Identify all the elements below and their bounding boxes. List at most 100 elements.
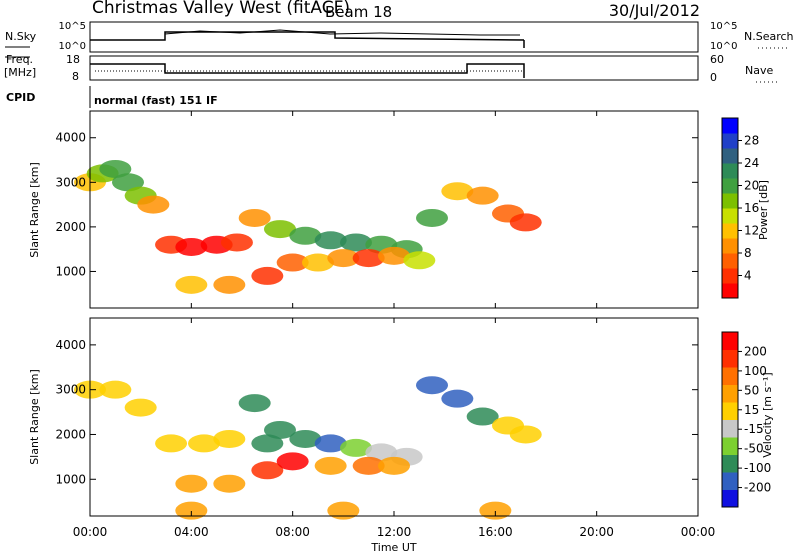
velocity-colorbar-swatch-3 — [722, 437, 738, 455]
velocity-cell-27 — [327, 501, 360, 520]
velocity-cell-6 — [238, 394, 271, 413]
nsky-frame — [89, 21, 699, 53]
power-colorbar-tick-label-3: 16 — [744, 201, 759, 215]
nsky-tick-bottom-right: 10^0 — [710, 41, 737, 52]
power-colorbar-swatch-8 — [722, 163, 738, 179]
nsearch-trace — [164, 29, 520, 36]
xtick-label-3: 12:00 — [377, 525, 412, 539]
velocity-cell-3 — [155, 434, 188, 453]
velocity-colorbar-swatch-6 — [722, 384, 738, 403]
velocity-colorbar-tick-label-3: 15 — [744, 403, 759, 417]
velocity-colorbar-swatch-7 — [722, 367, 738, 385]
velocity-colorbar-swatch-2 — [722, 454, 738, 473]
power-colorbar-swatch-9 — [722, 148, 738, 164]
power-cell-2 — [99, 159, 132, 178]
power-colorbar-tick-label-2: 20 — [744, 179, 759, 193]
nsky-panel: N.Sky 10^5 10^0 10^5 10^0 N.Search — [5, 21, 794, 53]
velocity-cell-5 — [213, 429, 246, 448]
velocity-cell-22 — [276, 452, 309, 471]
xlabel: Time UT — [370, 541, 416, 554]
power-colorbar-tick-label-4: 12 — [744, 224, 759, 238]
power-cell-11 — [264, 220, 296, 239]
freq-label-2: [MHz] — [4, 66, 36, 79]
velocity-cell-18 — [509, 425, 542, 444]
velocity-colorbar-tick-label-5: -50 — [744, 442, 764, 456]
velocity-cell-20 — [213, 474, 246, 493]
power-colorbar-tick-label-6: 4 — [744, 269, 752, 283]
velocity-colorbar-swatch-9 — [722, 332, 738, 350]
beam-title: Beam 18 — [325, 3, 392, 21]
velocity-colorbar-tick-label-1: 100 — [744, 364, 767, 378]
ytick-label-1-1: 2000 — [55, 427, 86, 441]
velocity-cell-19 — [175, 474, 208, 493]
cpid-value: normal (fast) 151 IF — [94, 94, 218, 107]
velocity-cell-1 — [99, 380, 132, 399]
ytick-label-0-3: 4000 — [55, 131, 86, 145]
velocity-colorbar-swatch-4 — [722, 419, 738, 438]
velocity-heatmap-cells — [74, 376, 542, 520]
nsky-tick-top-right: 10^5 — [710, 21, 737, 32]
velocity-colorbar-frame — [721, 331, 739, 508]
velocity-cell-14 — [416, 376, 448, 395]
velocity-cell-9 — [289, 429, 322, 448]
velocity-ylabel: Slant Range [km] — [28, 369, 41, 465]
power-cell-3 — [112, 173, 144, 192]
nsearch-label: N.Search — [744, 30, 794, 43]
power-cell-5 — [137, 195, 170, 214]
velocity-cell-11 — [340, 438, 372, 457]
ytick-label-1-2: 3000 — [55, 383, 86, 397]
power-cell-10 — [238, 208, 271, 227]
power-colorbar-swatch-5 — [722, 208, 738, 224]
velocity-colorbar-swatch-1 — [722, 472, 738, 490]
nsky-label: N.Sky — [5, 30, 37, 43]
nave-tick-bottom: 0 — [710, 71, 717, 84]
ytick-label-0-1: 2000 — [55, 220, 86, 234]
cpid-label: CPID — [6, 91, 35, 104]
velocity-cell-8 — [264, 420, 296, 439]
date-title: 30/Jul/2012 — [609, 1, 700, 20]
power-colorbar-tick-label-1: 24 — [744, 156, 759, 170]
ytick-label-1-3: 4000 — [55, 338, 86, 352]
freq-panel: Freq. [MHz] 18 8 60 0 Nave — [4, 53, 780, 84]
power-colorbar-tick-label-0: 28 — [744, 134, 759, 148]
power-colorbar-tick-label-5: 8 — [744, 246, 752, 260]
freq-trace — [90, 63, 525, 78]
power-colorbar: 28 24 20 16 12 8 4 — [721, 117, 759, 299]
velocity-colorbar-label: Velocity [m s⁻¹] — [761, 372, 774, 457]
velocity-colorbar-tick-label-6: -100 — [744, 461, 771, 475]
velocity-cell-21 — [251, 461, 284, 480]
freq-tick-top: 18 — [66, 53, 80, 66]
power-cell-24 — [251, 266, 284, 285]
power-cell-9 — [220, 233, 253, 252]
velocity-cell-24 — [352, 456, 385, 475]
velocity-colorbar: 200 100 50 15 -15 -50 -100 -200 — [721, 331, 771, 508]
velocity-cell-26 — [175, 501, 208, 520]
freq-tick-bottom: 8 — [72, 70, 79, 83]
velocity-colorbar-tick-label-2: 50 — [744, 383, 759, 397]
power-cell-13 — [314, 231, 347, 250]
velocity-cell-15 — [441, 389, 474, 408]
power-colorbar-swatch-4 — [722, 223, 738, 239]
nsky-tick-bottom: 10^0 — [59, 41, 86, 52]
power-cell-26 — [302, 253, 334, 272]
power-colorbar-swatch-11 — [722, 118, 738, 134]
power-colorbar-label: Power [dB] — [757, 180, 770, 240]
ytick-label-1-0: 1000 — [55, 472, 86, 486]
velocity-cell-4 — [188, 434, 220, 453]
power-colorbar-swatch-0 — [722, 283, 738, 299]
velocity-cell-12 — [365, 443, 398, 462]
xtick-label-6: 00:00 — [681, 525, 716, 539]
power-cell-21 — [509, 213, 542, 232]
velocity-colorbar-swatch-5 — [722, 402, 738, 420]
velocity-cell-25 — [378, 456, 410, 475]
xtick-label-1: 04:00 — [174, 525, 209, 539]
velocity-cell-23 — [314, 456, 347, 475]
power-cell-19 — [466, 186, 499, 205]
velocity-cell-28 — [479, 501, 512, 520]
power-ylabel: Slant Range [km] — [28, 162, 41, 258]
power-colorbar-swatch-10 — [722, 133, 738, 149]
power-cell-30 — [403, 251, 436, 270]
power-cell-28 — [352, 249, 385, 268]
nave-tick-top: 60 — [710, 53, 724, 66]
